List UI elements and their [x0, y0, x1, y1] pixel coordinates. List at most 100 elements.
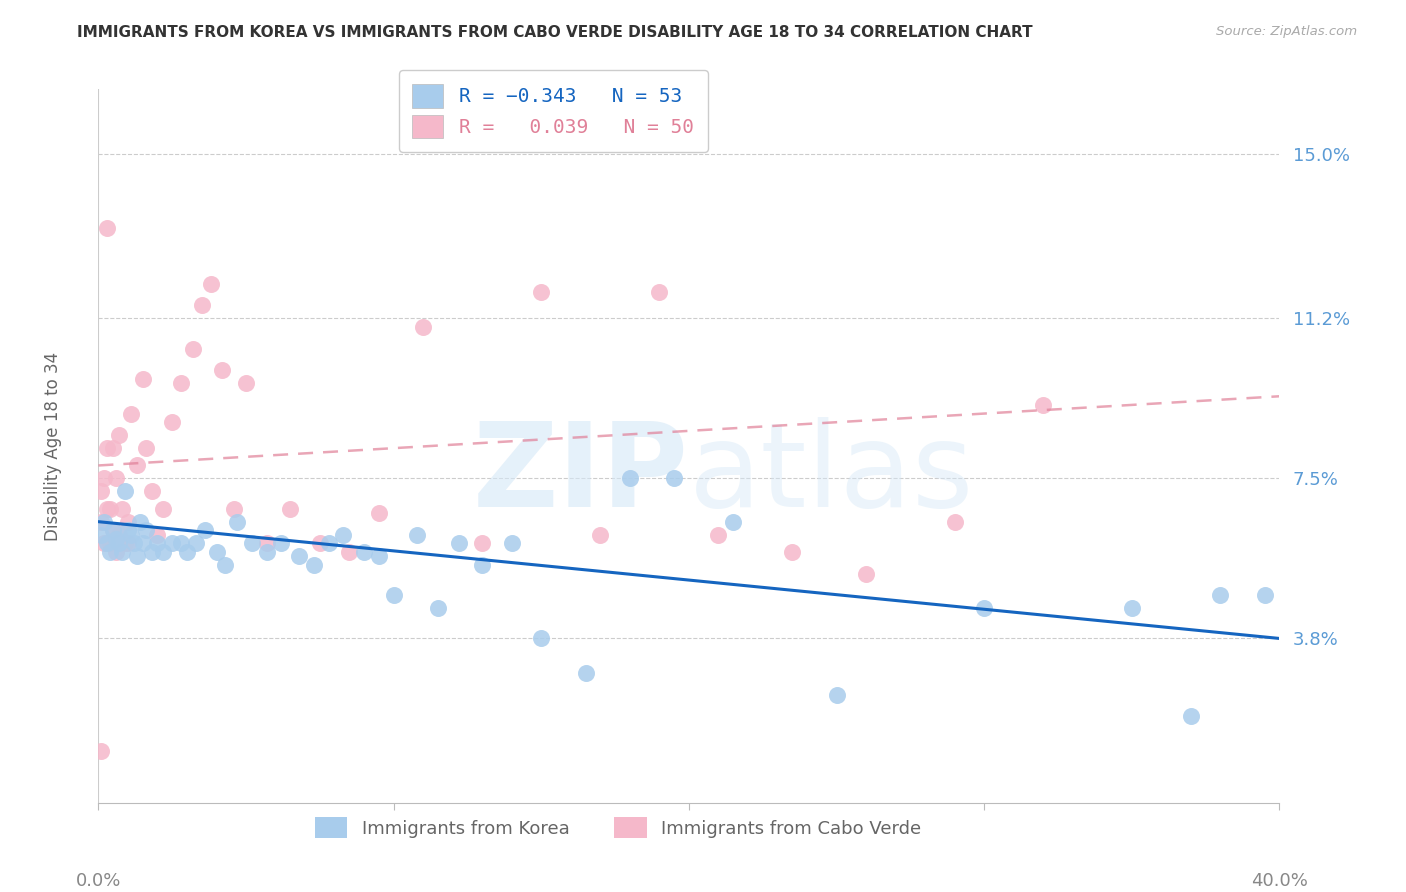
Point — [103, 441, 125, 455]
Point — [132, 372, 155, 386]
Point — [162, 536, 183, 550]
Point — [575, 666, 598, 681]
Legend: Immigrants from Korea, Immigrants from Cabo Verde: Immigrants from Korea, Immigrants from C… — [305, 808, 931, 847]
Point — [141, 484, 163, 499]
Point — [226, 515, 249, 529]
Point — [93, 515, 115, 529]
Point — [782, 545, 804, 559]
Point — [176, 545, 198, 559]
Point — [105, 471, 128, 485]
Point — [170, 376, 193, 391]
Point — [256, 545, 278, 559]
Point — [211, 363, 233, 377]
Point — [1209, 588, 1232, 602]
Point — [825, 688, 848, 702]
Point — [205, 545, 228, 559]
Point — [105, 532, 128, 546]
Point — [382, 588, 405, 602]
Point — [152, 545, 174, 559]
Point — [214, 558, 236, 572]
Point — [368, 549, 391, 564]
Point — [93, 471, 115, 485]
Point — [96, 441, 118, 455]
Point — [1032, 398, 1054, 412]
Point — [184, 536, 207, 550]
Point — [270, 536, 292, 550]
Point — [146, 536, 169, 550]
Point — [117, 515, 139, 529]
Point — [152, 501, 174, 516]
Point — [111, 545, 134, 559]
Point — [90, 515, 112, 529]
Point — [288, 549, 311, 564]
Point — [648, 285, 671, 300]
Point — [98, 501, 121, 516]
Point — [471, 558, 494, 572]
Point — [412, 320, 434, 334]
Point — [501, 536, 523, 550]
Point — [108, 536, 131, 550]
Point — [128, 515, 150, 529]
Text: 0.0%: 0.0% — [76, 872, 121, 890]
Point — [1180, 709, 1202, 723]
Point — [707, 527, 730, 541]
Point — [170, 536, 193, 550]
Point — [200, 277, 222, 291]
Point — [240, 536, 263, 550]
Point — [619, 471, 641, 485]
Text: Source: ZipAtlas.com: Source: ZipAtlas.com — [1216, 25, 1357, 38]
Point — [530, 632, 553, 646]
Point — [117, 524, 139, 538]
Point — [589, 527, 612, 541]
Point — [135, 524, 157, 538]
Point — [96, 220, 118, 235]
Text: ZIP: ZIP — [472, 417, 689, 532]
Point — [98, 536, 121, 550]
Point — [108, 428, 131, 442]
Point — [141, 545, 163, 559]
Point — [1254, 588, 1277, 602]
Point — [224, 501, 246, 516]
Point — [111, 501, 134, 516]
Point — [855, 566, 877, 581]
Point — [973, 601, 995, 615]
Point — [96, 536, 118, 550]
Point — [122, 536, 145, 550]
Point — [108, 527, 131, 541]
Point — [943, 515, 966, 529]
Point — [90, 527, 112, 541]
Point — [120, 527, 142, 541]
Point — [90, 744, 112, 758]
Point — [125, 458, 148, 473]
Point — [135, 441, 157, 455]
Point — [117, 536, 139, 550]
Point — [181, 342, 204, 356]
Point — [120, 407, 142, 421]
Point — [353, 545, 375, 559]
Point — [146, 527, 169, 541]
Point — [723, 515, 745, 529]
Point — [191, 298, 214, 312]
Point — [309, 536, 332, 550]
Point — [664, 471, 686, 485]
Point — [96, 501, 118, 516]
Point — [162, 415, 183, 429]
Point — [98, 545, 121, 559]
Point — [256, 536, 278, 550]
Point — [280, 501, 302, 516]
Text: IMMIGRANTS FROM KOREA VS IMMIGRANTS FROM CABO VERDE DISABILITY AGE 18 TO 34 CORR: IMMIGRANTS FROM KOREA VS IMMIGRANTS FROM… — [77, 25, 1033, 40]
Text: atlas: atlas — [689, 417, 974, 532]
Point — [339, 545, 361, 559]
Point — [530, 285, 553, 300]
Point — [105, 545, 128, 559]
Point — [1121, 601, 1143, 615]
Point — [318, 536, 340, 550]
Text: 40.0%: 40.0% — [1251, 872, 1308, 890]
Point — [447, 536, 470, 550]
Point — [114, 536, 136, 550]
Point — [103, 524, 125, 538]
Point — [368, 506, 391, 520]
Point — [132, 536, 155, 550]
Point — [302, 558, 325, 572]
Point — [471, 536, 494, 550]
